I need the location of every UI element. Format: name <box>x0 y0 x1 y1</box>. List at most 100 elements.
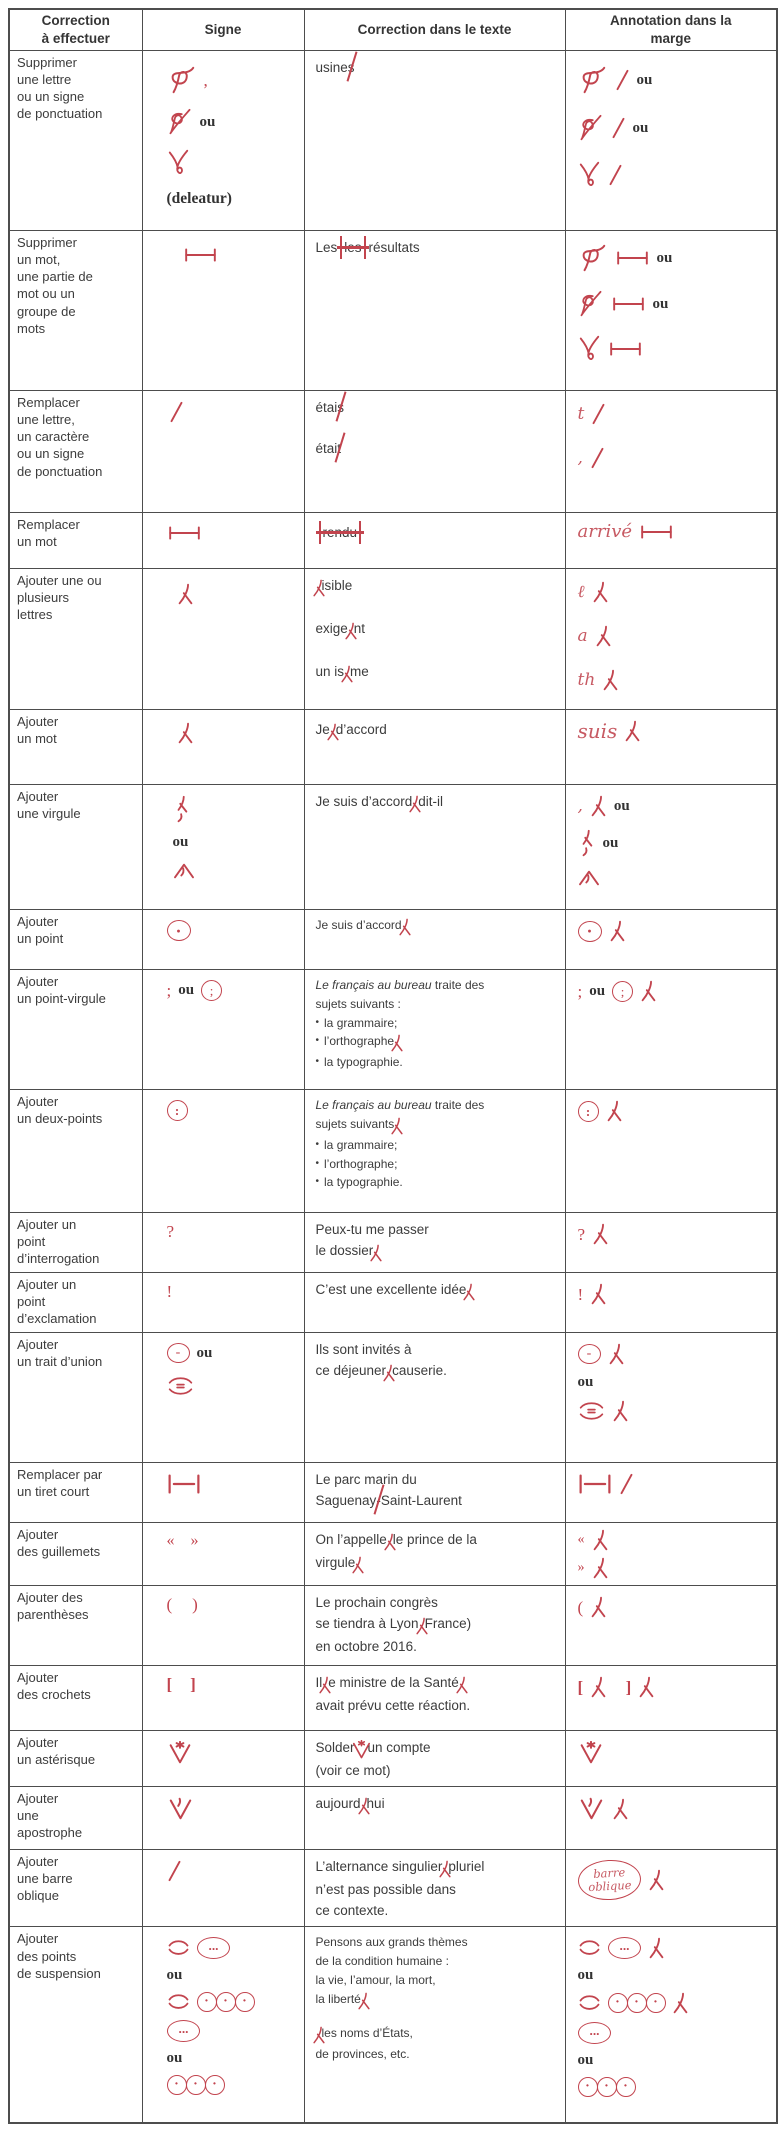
cell-line: Pensons aux grands thèmes <box>316 1934 468 1951</box>
table-row-ajouter-crochets: Ajouter des crochets [] Il e ministre de la … <box>8 1665 778 1731</box>
correction-label: ou un signe <box>17 89 85 105</box>
cell-sign <box>141 1786 305 1851</box>
cell-content: Ajouter un astérisque <box>10 1732 141 1772</box>
cell-content: Peux-tu me passer le dossier <box>305 1214 564 1269</box>
caret-up-icon <box>177 722 194 744</box>
cell-content: ··· ou · · · ··· ou · · · <box>566 1928 776 2104</box>
text-segment: s <box>348 58 355 77</box>
text-segment: sujets suivants <box>315 1116 395 1131</box>
cell-sign <box>141 568 305 710</box>
cell-content: Supprimer un mot, une partie de mot ou un gr… <box>10 232 141 340</box>
cell-line: de provinces, etc. <box>316 2046 410 2063</box>
delete-bar-icon <box>615 250 650 266</box>
caret-up-icon <box>462 1283 476 1301</box>
cell-content: L’alternance singulier pluriel n’est pas p… <box>305 1851 564 1926</box>
cell-content: ( <box>566 1587 776 1625</box>
correction-label: d’interrogation <box>17 1251 100 1267</box>
cell-line: Saguenay-Saint-Laurent <box>316 1491 462 1510</box>
correction-label: Ajouter <box>17 1791 59 1807</box>
cell-content: ℓ a th <box>566 570 776 698</box>
text-segment: ou <box>613 797 630 814</box>
delete-bar-icon <box>167 525 202 541</box>
cell-line <box>167 1376 194 1396</box>
cell-sign: · <box>141 909 305 970</box>
correction-label: Ajouter un <box>17 1217 77 1232</box>
cell-line: t <box>578 403 607 425</box>
cell-content: C’est une excellente idée <box>305 1274 564 1308</box>
cell-content: - ou <box>143 1334 303 1403</box>
handwritten-annotation: t <box>577 403 585 424</box>
cell-sign: () <box>141 1585 305 1666</box>
text-segment: ce déjeuner <box>315 1363 387 1379</box>
correction-label: Remplacer <box>17 395 80 410</box>
text-segment: la grammaire; <box>316 1016 398 1030</box>
cell-line: ou <box>578 243 672 273</box>
cell-line: ou <box>578 290 668 318</box>
table-row-remplacer-tiret-court: Remplacer par un tiret court Le parc marin… <box>8 1462 778 1523</box>
cell-content <box>143 711 303 751</box>
caret-down-asterisk-icon <box>167 1741 193 1764</box>
cell-content: Ajouter un point <box>10 911 141 951</box>
text-segment: - <box>376 1491 381 1510</box>
text-segment: Je suis d’accord <box>315 918 402 932</box>
text-segment: France) <box>424 1616 472 1632</box>
cell-content: · <box>566 911 776 949</box>
cell-sign <box>141 1849 305 1928</box>
cell-line: ··· <box>578 1937 665 1960</box>
correction-label: Ajouter <box>17 974 59 989</box>
correction-label: de ponctuation <box>17 106 103 122</box>
cell-line: ! <box>578 1283 608 1305</box>
text-segment: les noms d’États, <box>321 2025 413 2040</box>
doubled-hyphen-icon <box>167 1376 194 1396</box>
cell-line: ? <box>578 1223 610 1245</box>
cell-content: Ils sont invités à ce déjeuner causerie. <box>305 1334 564 1389</box>
cell-line: ( <box>578 1596 608 1618</box>
cell-content: Ajouter un deux-points <box>10 1091 141 1131</box>
table-row-ajouter-lettres: Ajouter une ou plusieurs lettres isible exig… <box>8 568 778 710</box>
table-row-ajouter-guillemets: Ajouter des guillemets «» On l’appelle le pr… <box>8 1522 778 1586</box>
text-segment: d’accord <box>335 722 387 737</box>
text-segment: Peux-tu me passer <box>315 1222 429 1237</box>
cell-content <box>143 570 303 612</box>
text-segment: e ministre de la Santé <box>328 1675 459 1690</box>
text-segment: Le parc marin du <box>315 1472 417 1487</box>
text-segment: de provinces, etc. <box>315 2046 410 2061</box>
correction-label: Remplacer par <box>17 1467 103 1482</box>
handwritten-annotation: ℓ <box>577 581 585 602</box>
correction-label: un point <box>17 931 64 947</box>
cell-sign: : <box>141 1089 305 1213</box>
text-segment: ou <box>178 982 195 998</box>
correction-label: ou un signe <box>17 446 85 462</box>
cell-line <box>578 1473 634 1495</box>
deleatur-c-icon <box>167 149 190 177</box>
cell-content: «» <box>566 1524 776 1585</box>
cell-correction: Ajouter un mot <box>8 709 143 785</box>
cell-sign: [] <box>141 1665 305 1731</box>
correction-label: Ajouter <box>17 1854 59 1870</box>
deleatur-c-icon <box>578 161 601 189</box>
text-segment: (voir ce mot) <box>315 1763 391 1778</box>
cell-margin: · <box>564 909 778 970</box>
cell-line: de la condition humaine : <box>316 1953 449 1970</box>
cell-line <box>578 869 600 887</box>
correction-label: un trait d’union <box>17 1354 103 1370</box>
correction-label: une partie de <box>17 269 93 285</box>
cell-content: Ajouter des crochets <box>10 1667 141 1707</box>
deleatur-a-icon <box>167 65 197 95</box>
text-segment: ou <box>172 834 189 850</box>
cell-line: : <box>577 1100 623 1122</box>
cell-line: Peux-tu me passer <box>316 1220 429 1239</box>
cell-content: aujourd hui <box>305 1788 564 1822</box>
cell-line: la typographie. <box>316 1174 403 1191</box>
cell-margin: ou ou <box>564 230 778 391</box>
cell-line: les noms d’États, <box>312 2025 413 2044</box>
cell-sign <box>141 1462 305 1523</box>
cell-line: ce contexte. <box>316 1901 389 1920</box>
text-segment: le dossier <box>315 1243 374 1259</box>
correction-label: une virgule <box>17 806 81 822</box>
text-segment: « <box>166 1532 175 1549</box>
cell-line <box>167 149 190 177</box>
text-segment: ou <box>199 113 216 130</box>
delete-bar-icon <box>639 524 674 540</box>
text-segment: ou <box>577 1967 594 1984</box>
